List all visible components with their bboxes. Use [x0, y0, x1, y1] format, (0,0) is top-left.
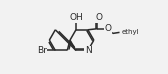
Text: ethyl: ethyl: [122, 29, 140, 35]
Text: OH: OH: [69, 13, 83, 22]
Text: O: O: [96, 13, 103, 22]
Text: Br: Br: [37, 46, 47, 55]
Text: N: N: [85, 46, 92, 55]
Text: O: O: [105, 24, 112, 33]
